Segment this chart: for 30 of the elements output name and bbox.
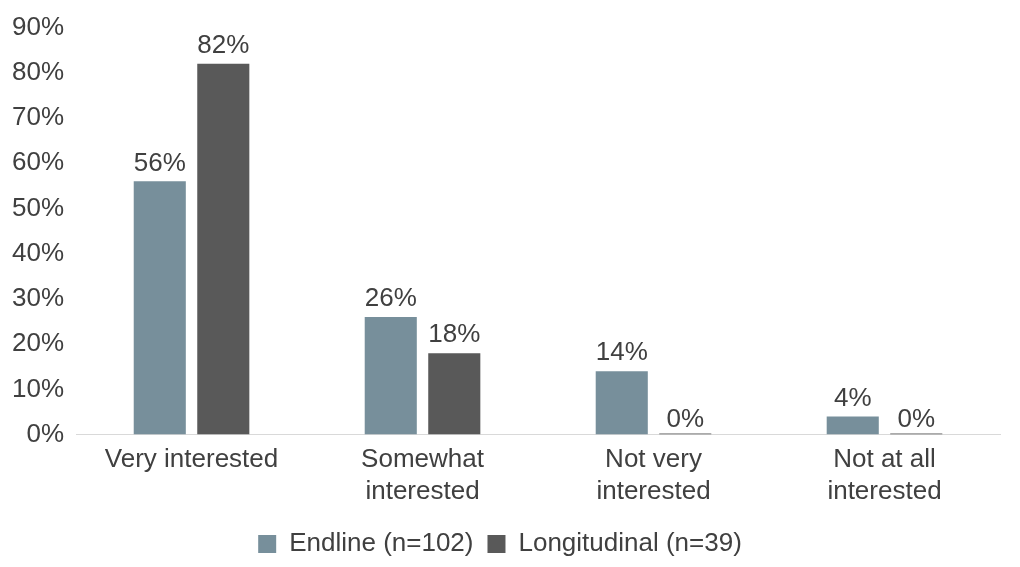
data-label: 18% (428, 318, 481, 349)
y-tick-label: 40% (11, 236, 65, 267)
data-label: 14% (595, 336, 648, 367)
y-tick-label: 50% (11, 191, 65, 222)
bar (428, 353, 481, 435)
x-tick-label: Not at all interested (827, 443, 942, 505)
legend-label: Endline (n=102) (289, 527, 474, 558)
data-label: 82% (197, 28, 250, 59)
x-tick-label: Somewhat interested (361, 443, 485, 505)
y-tick-label: 70% (11, 101, 65, 132)
x-tick-label: Very interested (104, 443, 279, 474)
y-tick-label: 90% (11, 10, 65, 41)
data-label: 26% (364, 282, 417, 313)
x-tick-label: Not very interested (596, 443, 711, 505)
y-tick-label: 60% (11, 146, 65, 177)
bar (197, 63, 250, 435)
data-label: 56% (133, 146, 186, 177)
y-tick-label: 10% (11, 372, 65, 403)
bar (826, 416, 879, 435)
data-label: 4% (833, 381, 872, 412)
data-label: 0% (897, 402, 936, 433)
y-tick-label: 0% (26, 417, 65, 448)
bar (364, 317, 417, 435)
bar (133, 181, 186, 435)
legend-label: Longitudinal (n=39) (518, 527, 742, 558)
y-tick-label: 30% (11, 282, 65, 313)
y-tick-label: 20% (11, 327, 65, 358)
bar (595, 371, 648, 435)
data-label: 0% (666, 402, 705, 433)
y-tick-label: 80% (11, 55, 65, 86)
